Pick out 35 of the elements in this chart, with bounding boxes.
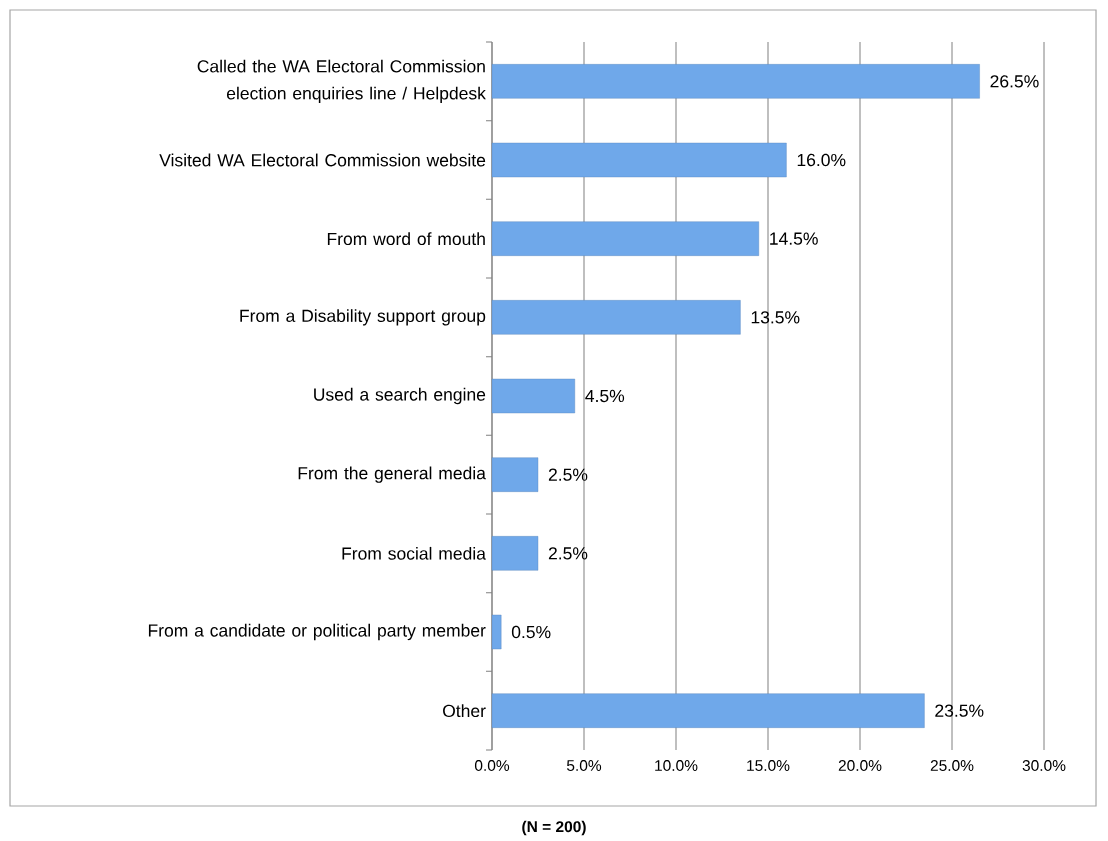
y-tick-label: From social media bbox=[342, 546, 486, 560]
text: (N = 200) bbox=[522, 820, 586, 836]
bar bbox=[491, 457, 539, 492]
data-label: 26.5% bbox=[990, 75, 1039, 88]
data-label: 2.5% bbox=[548, 547, 588, 560]
data-label: 0.5% bbox=[511, 625, 551, 639]
bar bbox=[491, 378, 575, 414]
bar bbox=[491, 64, 980, 99]
y-tick-label: From a candidate or political party member bbox=[148, 623, 486, 641]
y-tick-label: Called the WA Electoral Commission election enquiries line / Helpdesk bbox=[197, 59, 486, 103]
y-tick-label: From word of mouth bbox=[327, 232, 485, 246]
y-tick-label: Used a search engine bbox=[314, 387, 486, 405]
bar bbox=[491, 142, 787, 178]
y-tick-label: From the general media bbox=[298, 466, 486, 483]
data-label: 2.5% bbox=[548, 468, 588, 481]
y-tick-label: Other bbox=[443, 704, 486, 718]
x-tick-label: 5.0% bbox=[566, 760, 602, 772]
data-label: 4.5% bbox=[585, 389, 625, 403]
bar bbox=[491, 614, 502, 650]
x-tick-label: 30.0% bbox=[1022, 760, 1066, 772]
bar bbox=[491, 221, 759, 256]
bar bbox=[491, 693, 925, 728]
bar bbox=[491, 300, 741, 335]
y-tick-label: Visited WA Electoral Commission website bbox=[159, 153, 486, 167]
x-tick-label: 15.0% bbox=[747, 760, 790, 772]
bar bbox=[491, 536, 539, 571]
x-tick-label: 10.0% bbox=[655, 760, 698, 772]
x-tick-label: 0.0% bbox=[474, 760, 510, 772]
data-label: 16.0% bbox=[797, 153, 846, 167]
x-tick-label: 25.0% bbox=[930, 760, 974, 772]
data-label: 23.5% bbox=[935, 704, 984, 717]
x-tick-label: 20.0% bbox=[838, 760, 882, 772]
y-tick-label: From a Disability support group bbox=[240, 309, 486, 326]
data-label: 14.5% bbox=[770, 232, 818, 245]
data-label: 13.5% bbox=[751, 311, 800, 324]
